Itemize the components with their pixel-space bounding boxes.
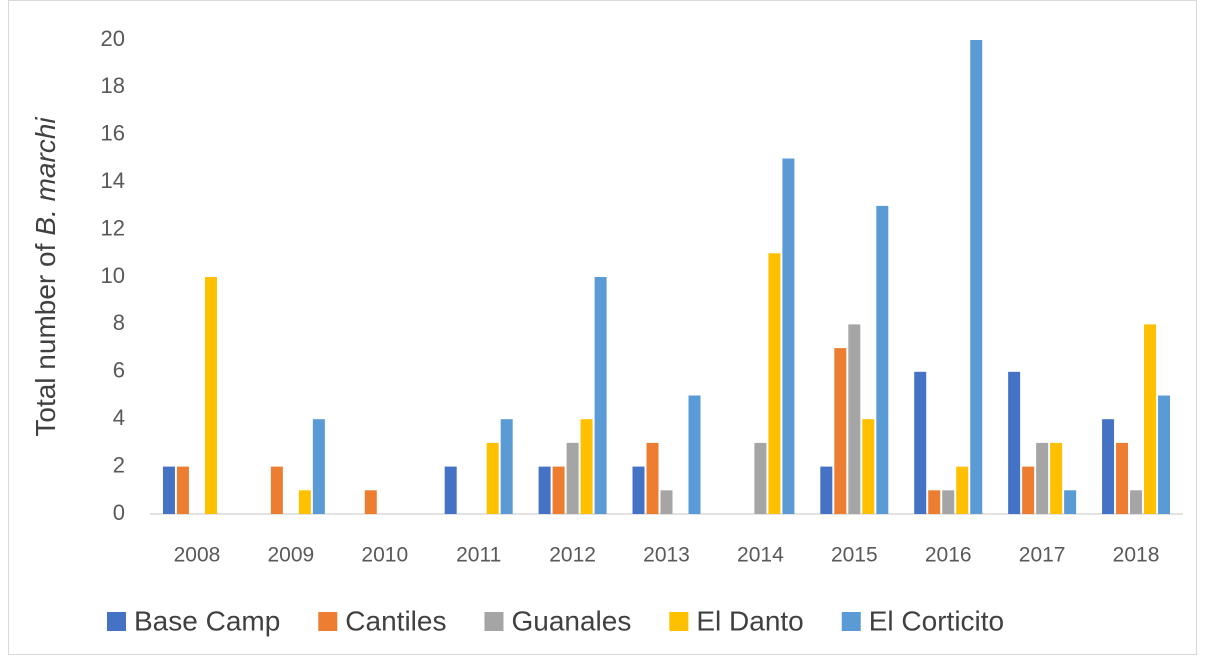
bar <box>580 419 593 514</box>
bar <box>970 40 983 514</box>
legend-label: El Corticito <box>869 605 1004 636</box>
bar <box>176 466 189 514</box>
bar <box>862 419 875 514</box>
y-tick-label: 16 <box>101 121 125 146</box>
bar <box>768 253 781 515</box>
bar <box>1158 395 1171 514</box>
legend-label: El Danto <box>696 605 803 636</box>
bar <box>298 490 311 514</box>
bar <box>942 490 955 514</box>
x-tick-label: 2016 <box>925 544 972 567</box>
y-tick-label: 0 <box>113 500 125 525</box>
bar <box>1036 442 1049 514</box>
x-tick-label: 2017 <box>1019 544 1066 567</box>
bar <box>1022 466 1035 514</box>
bar <box>312 419 325 514</box>
legend-swatch <box>107 612 126 631</box>
bar <box>444 466 457 514</box>
y-tick-label: 8 <box>113 310 125 335</box>
y-axis-label-part: Total number of <box>30 243 61 436</box>
bar <box>364 490 377 514</box>
y-tick-label: 10 <box>101 263 125 288</box>
bar <box>914 371 927 514</box>
bar <box>552 466 565 514</box>
bar <box>1050 442 1063 514</box>
bar <box>500 419 513 514</box>
legend-label: Cantiles <box>345 605 446 636</box>
bar <box>928 490 941 514</box>
y-tick-label: 14 <box>101 168 125 193</box>
bar <box>566 442 579 514</box>
legend-swatch <box>841 612 861 631</box>
bar <box>594 277 607 514</box>
bar <box>1008 371 1021 514</box>
x-tick-label: 2009 <box>268 544 315 567</box>
bar <box>660 490 673 514</box>
bar <box>820 466 833 514</box>
x-tick-label: 2011 <box>456 544 501 567</box>
bar <box>1102 419 1115 514</box>
x-tick-label: 2014 <box>737 544 784 567</box>
bar <box>538 466 551 514</box>
y-tick-label: 6 <box>113 358 125 383</box>
y-tick-label: 18 <box>101 73 125 98</box>
y-axis-label: Total number of B. marchi <box>30 117 61 437</box>
bar <box>956 466 969 514</box>
y-tick-label: 2 <box>113 452 125 477</box>
bar <box>1144 324 1157 514</box>
bar <box>782 158 795 514</box>
y-axis-label-part: B. marchi <box>30 117 61 236</box>
bar <box>646 442 659 514</box>
legend-swatch <box>318 612 338 631</box>
bar <box>848 324 861 514</box>
legend-label: Base Camp <box>134 605 280 636</box>
x-tick-label: 2012 <box>549 544 596 567</box>
bar <box>1064 490 1077 514</box>
x-tick-label: 2013 <box>643 544 690 567</box>
x-tick-label: 2018 <box>1113 544 1160 567</box>
bar <box>204 277 217 514</box>
bar <box>1116 442 1129 514</box>
bar <box>632 466 645 514</box>
bar <box>834 348 847 514</box>
legend-swatch <box>484 612 504 631</box>
x-tick-label: 2008 <box>174 544 221 567</box>
bar <box>754 442 767 514</box>
x-tick-label: 2015 <box>831 544 878 567</box>
bar <box>688 395 701 514</box>
x-tick-label: 2010 <box>361 544 408 567</box>
bar <box>486 442 499 514</box>
bar <box>1130 490 1143 514</box>
bar <box>162 466 175 514</box>
legend-swatch <box>669 612 689 631</box>
y-tick-label: 4 <box>113 405 125 430</box>
y-tick-label: 20 <box>101 26 125 51</box>
legend-label: Guanales <box>511 605 631 636</box>
bar <box>270 466 283 514</box>
y-tick-label: 12 <box>101 215 125 240</box>
bar <box>876 205 889 514</box>
